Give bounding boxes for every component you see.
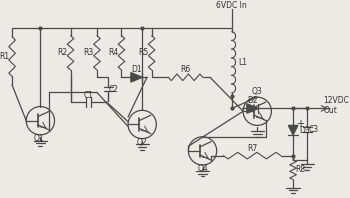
Polygon shape xyxy=(131,73,142,82)
Text: 12VDC: 12VDC xyxy=(323,96,349,105)
Text: C2: C2 xyxy=(109,85,119,94)
Text: Q1: Q1 xyxy=(33,134,44,143)
Text: Q3: Q3 xyxy=(252,87,262,96)
Text: L1: L1 xyxy=(238,58,247,67)
Polygon shape xyxy=(247,104,258,113)
Text: C3: C3 xyxy=(309,125,319,134)
Text: D1: D1 xyxy=(131,65,142,74)
Text: R2: R2 xyxy=(57,48,67,57)
Text: D2: D2 xyxy=(247,96,258,105)
Text: Q2: Q2 xyxy=(137,138,148,147)
Text: R6: R6 xyxy=(181,65,191,74)
Text: Q4: Q4 xyxy=(197,164,208,173)
Text: D3: D3 xyxy=(299,126,309,135)
Text: R4: R4 xyxy=(108,48,118,57)
Polygon shape xyxy=(288,125,298,135)
Text: R7: R7 xyxy=(247,144,257,152)
Text: C1: C1 xyxy=(83,91,93,100)
Text: R5: R5 xyxy=(138,48,148,57)
Text: R1: R1 xyxy=(0,52,9,61)
Text: R3: R3 xyxy=(83,48,93,57)
Text: Out: Out xyxy=(323,106,337,115)
Text: R8: R8 xyxy=(296,165,306,174)
Text: 6VDC In: 6VDC In xyxy=(216,1,247,10)
Text: +: + xyxy=(296,119,304,129)
